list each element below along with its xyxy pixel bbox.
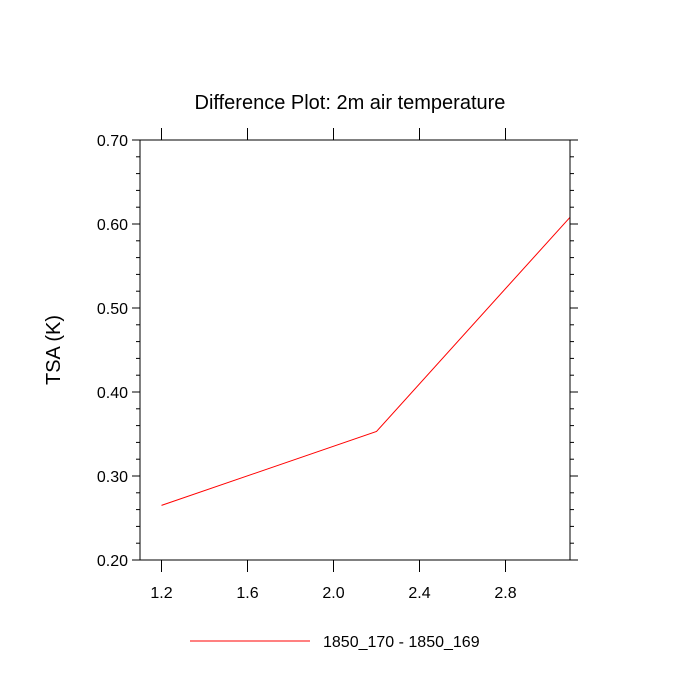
plot-frame	[139, 139, 571, 561]
y-axis-label: TSA (K)	[43, 315, 65, 385]
x-tick-label: 2.8	[494, 585, 516, 602]
legend-label: 1850_170 - 1850_169	[323, 634, 480, 651]
legend: 1850_170 - 1850_169	[190, 634, 480, 651]
y-tick-label: 0.40	[97, 385, 128, 402]
y-tick-label: 0.20	[97, 553, 128, 570]
y-tick-label: 0.70	[97, 133, 128, 150]
chart-title: Difference Plot: 2m air temperature	[195, 92, 506, 114]
y-tick-label: 0.50	[97, 301, 128, 318]
x-tick-label: 1.2	[150, 585, 172, 602]
x-tick-label: 2.4	[408, 585, 430, 602]
series-line	[161, 216, 571, 506]
y-tick-label: 0.60	[97, 217, 128, 234]
axis-ticks: 0.20 0.30 0.40 0.50 0.60 0.70 1.2 1.6 2.0 2.4 2.8	[97, 128, 578, 602]
x-tick-label: 2.0	[322, 585, 344, 602]
series-layer	[161, 216, 571, 506]
y-tick-label: 0.30	[97, 469, 128, 486]
x-tick-label: 1.6	[236, 585, 258, 602]
